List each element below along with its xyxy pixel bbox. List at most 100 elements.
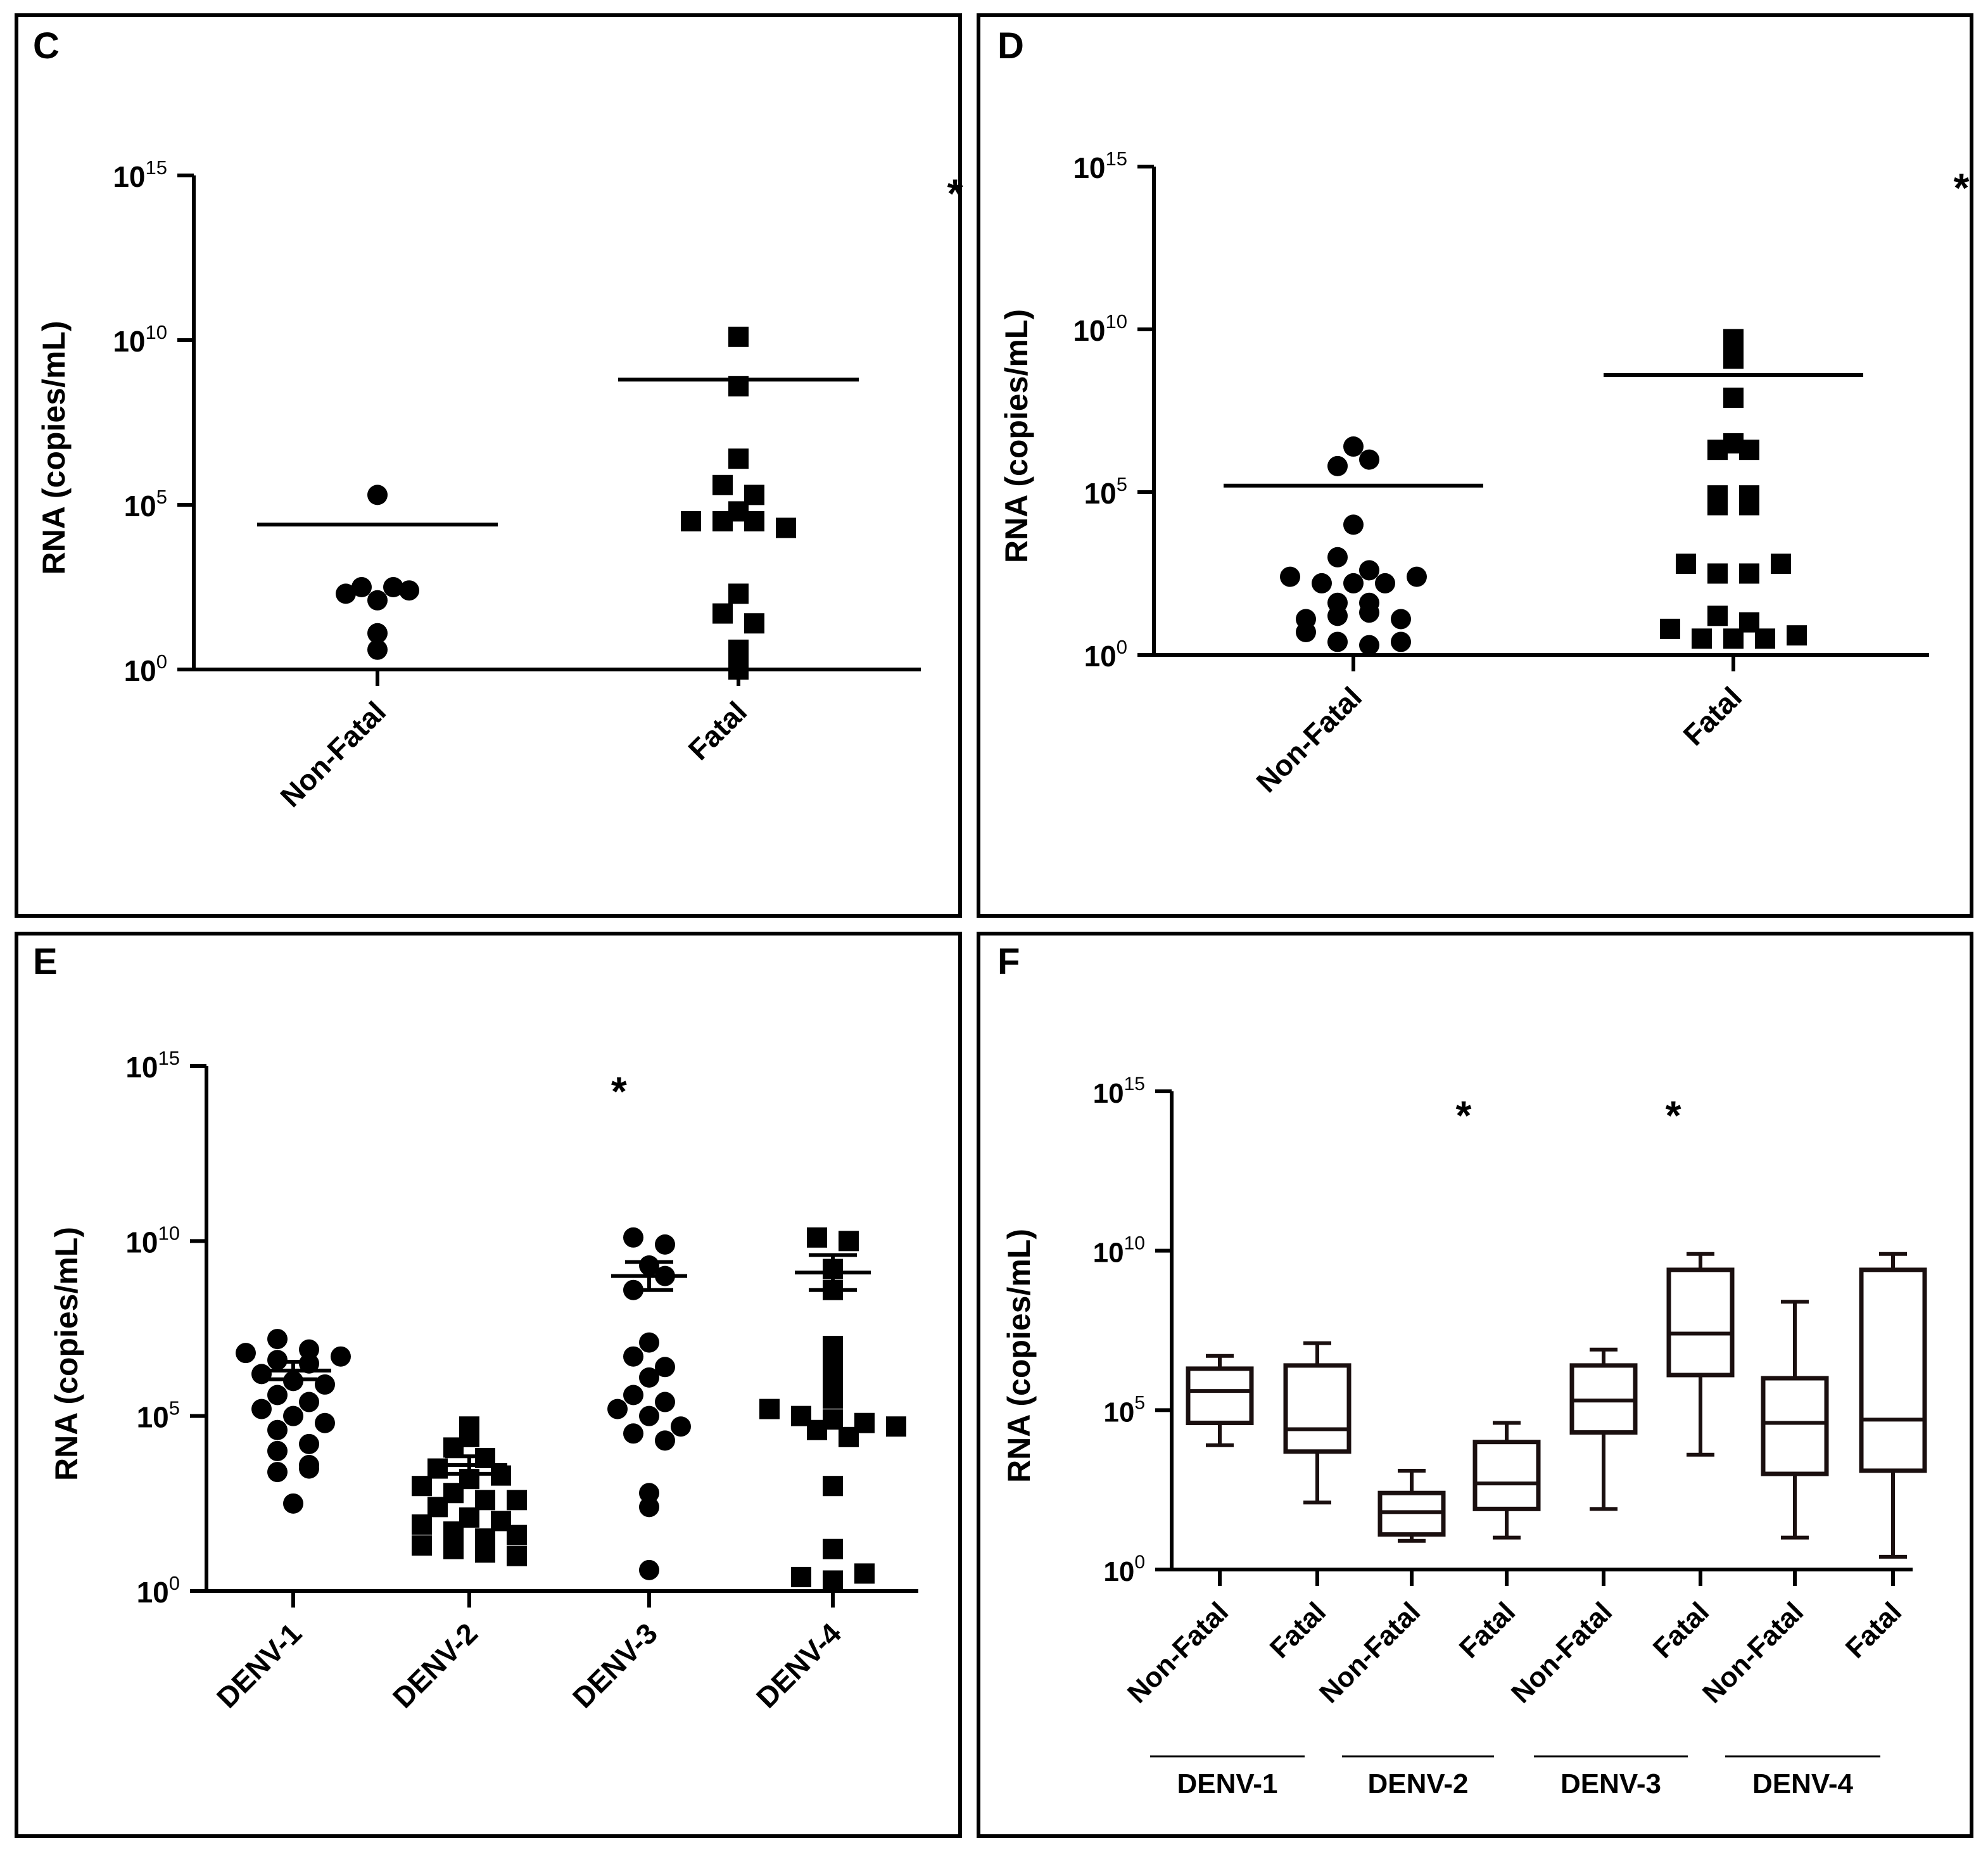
data-point — [331, 1346, 351, 1367]
x-tick-label: Non-Fatal — [1505, 1596, 1618, 1709]
x-tick-label: Fatal — [1647, 1596, 1715, 1664]
data-point — [655, 1392, 675, 1412]
data-point — [443, 1437, 464, 1458]
data-point — [1739, 612, 1759, 633]
data-point — [267, 1329, 288, 1350]
x-tick-label: DENV-3 — [566, 1616, 664, 1714]
data-point — [1407, 566, 1427, 587]
data-point — [507, 1545, 527, 1566]
data-point — [267, 1440, 288, 1461]
panel-label-d: D — [997, 25, 1024, 67]
y-tick-label: 105 — [124, 486, 167, 523]
data-point — [1296, 622, 1316, 643]
chart-d: 100 105 1010 1015 RNA (copies/mL) Non-Fatal Fa… — [999, 148, 1970, 799]
panel-frame-f — [977, 932, 1973, 1838]
data-point — [1327, 631, 1348, 652]
data-point — [443, 1538, 464, 1559]
y-tick-label: 1010 — [1093, 1233, 1145, 1269]
y-tick-label: 100 — [1084, 636, 1127, 673]
data-point — [1375, 573, 1395, 593]
data-point — [886, 1416, 906, 1437]
data-point — [351, 577, 372, 597]
data-point — [1723, 433, 1744, 453]
data-point — [507, 1490, 527, 1511]
data-point — [791, 1566, 811, 1587]
data-point — [854, 1563, 875, 1584]
data-point — [823, 1371, 843, 1392]
data-point — [1723, 387, 1744, 408]
data-point — [236, 1343, 256, 1364]
data-point — [1771, 554, 1791, 574]
box — [1761, 1376, 1829, 1476]
y-tick-label: 105 — [1103, 1392, 1145, 1428]
x-tick-label: Non-Fatal — [1697, 1596, 1809, 1709]
data-point — [623, 1385, 643, 1405]
data-point — [1391, 631, 1411, 652]
box — [1186, 1366, 1254, 1425]
data-point — [807, 1227, 827, 1248]
data-point — [427, 1497, 448, 1518]
x-tick-label: Non-Fatal — [1314, 1596, 1426, 1709]
data-point — [744, 613, 764, 634]
data-point — [712, 603, 733, 624]
serotype-label: DENV-3 — [1561, 1768, 1661, 1799]
data-point — [1391, 609, 1411, 630]
data-point — [299, 1433, 319, 1454]
data-point — [1343, 514, 1364, 535]
data-point — [412, 1476, 432, 1497]
y-axis-label: RNA (copies/mL) — [1001, 1229, 1037, 1483]
data-point — [759, 1399, 780, 1419]
x-tick-label: Fatal — [681, 695, 753, 766]
data-point — [367, 639, 388, 660]
y-tick-label: 1010 — [125, 1222, 180, 1259]
significance-star: * — [1456, 1093, 1472, 1138]
data-point — [251, 1399, 272, 1419]
y-tick-label: 1015 — [1093, 1074, 1145, 1109]
serotype-label: DENV-2 — [1368, 1768, 1469, 1799]
data-point — [267, 1462, 288, 1483]
data-point — [1739, 563, 1759, 584]
significance-star: * — [947, 170, 963, 216]
significance-star: * — [611, 1069, 627, 1114]
data-point — [728, 326, 749, 347]
data-point — [1707, 495, 1728, 516]
data-point — [1359, 560, 1379, 581]
data-point — [671, 1416, 691, 1437]
data-point — [299, 1339, 319, 1360]
data-point — [839, 1231, 859, 1252]
data-point — [299, 1458, 319, 1479]
data-point — [1280, 566, 1300, 587]
data-point — [823, 1570, 843, 1591]
x-tick-label: Fatal — [1453, 1596, 1521, 1664]
data-point — [1327, 455, 1348, 476]
y-axis-label: RNA (copies/mL) — [999, 309, 1034, 563]
box — [1472, 1440, 1541, 1511]
data-point — [728, 583, 749, 604]
data-point — [655, 1234, 675, 1255]
y-axis-label: RNA (copies/mL) — [36, 321, 72, 575]
data-point — [823, 1388, 843, 1409]
data-point — [412, 1535, 432, 1556]
data-point — [299, 1392, 319, 1412]
data-point — [1692, 628, 1712, 649]
y-tick-label: 100 — [124, 650, 167, 687]
data-point — [367, 623, 388, 644]
data-point — [251, 1364, 272, 1385]
data-point — [267, 1385, 288, 1405]
data-point — [655, 1357, 675, 1378]
data-point — [823, 1336, 843, 1357]
data-point — [475, 1542, 495, 1563]
data-point — [1312, 573, 1332, 593]
data-point — [1787, 625, 1807, 646]
data-point — [639, 1332, 659, 1353]
data-point — [1359, 635, 1379, 656]
data-point — [607, 1399, 628, 1419]
panel-label-e: E — [33, 941, 58, 982]
data-point — [1707, 606, 1728, 626]
x-tick-label: Fatal — [1264, 1596, 1332, 1664]
data-point — [412, 1514, 432, 1535]
x-tick-label: Fatal — [1840, 1596, 1908, 1664]
data-point — [475, 1490, 495, 1511]
x-tick-label: Non-Fatal — [1250, 680, 1368, 799]
